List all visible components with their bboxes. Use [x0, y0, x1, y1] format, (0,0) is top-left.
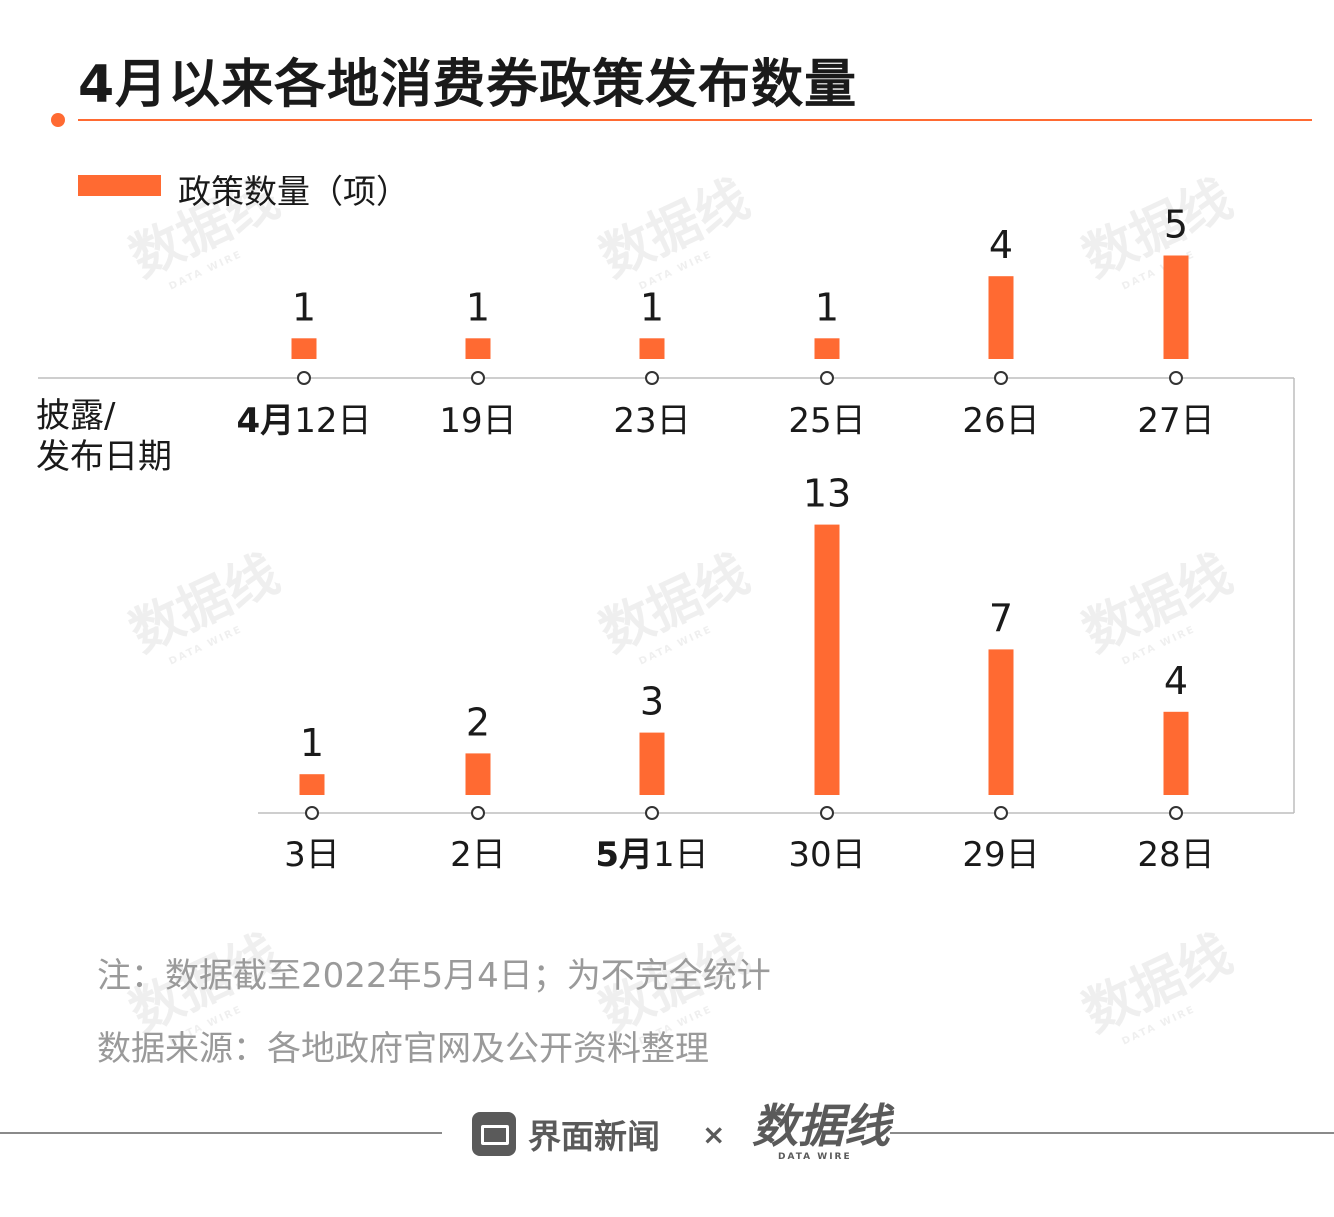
tick-label: 23日 — [613, 401, 690, 441]
tick-label-day: 26日 — [962, 401, 1039, 441]
axis-marker — [820, 371, 834, 385]
tick-label-day: 1日 — [653, 835, 709, 875]
jiemian-logo: 界面新闻 — [472, 1111, 660, 1157]
bar — [291, 338, 317, 359]
bar — [988, 276, 1014, 359]
tick-label: 29日 — [962, 835, 1039, 875]
bar-value-label: 13 — [803, 472, 851, 516]
tick-label-day: 30日 — [788, 835, 865, 875]
axis-marker — [1169, 371, 1183, 385]
tick-label: 26日 — [962, 401, 1039, 441]
tick-label: 30日 — [788, 835, 865, 875]
notes: 注：数据截至2022年5月4日；为不完全统计 数据来源：各地政府官网及公开资料整… — [97, 940, 771, 1086]
bar-value-label: 1 — [292, 285, 316, 329]
bar-value-label: 1 — [300, 721, 324, 765]
tick-label-day: 29日 — [962, 835, 1039, 875]
jiemian-logo-icon — [472, 1112, 516, 1156]
axis-marker — [1169, 806, 1183, 820]
axis-marker — [645, 371, 659, 385]
tick-label: 19日 — [439, 401, 516, 441]
tick-label-month: 4月 — [237, 401, 295, 441]
footer-times-sign: × — [702, 1118, 726, 1151]
bar-value-label: 1 — [815, 285, 839, 329]
bar — [814, 524, 840, 795]
axis-marker — [471, 806, 485, 820]
title-underline — [78, 119, 1312, 121]
axis-label: 披露/ 发布日期 — [36, 396, 172, 478]
axis-label-line2: 发布日期 — [36, 437, 172, 477]
tick-label: 5月1日 — [595, 835, 708, 875]
chart-axes — [38, 377, 1295, 814]
tick-label: 27日 — [1137, 401, 1214, 441]
bar — [465, 753, 491, 795]
axis-marker — [471, 371, 485, 385]
footer-rule-left — [0, 1132, 442, 1134]
tick-label: 25日 — [788, 401, 865, 441]
tick-label: 2日 — [450, 835, 506, 875]
bar — [299, 774, 325, 795]
bar — [639, 732, 665, 795]
bar-value-label: 1 — [466, 285, 490, 329]
bar — [814, 338, 840, 359]
tick-label-day: 2日 — [450, 835, 506, 875]
tick-label-day: 19日 — [439, 401, 516, 441]
legend-label: 政策数量（项） — [178, 172, 409, 211]
bar — [1163, 711, 1189, 795]
axis-marker — [994, 371, 1008, 385]
bar-value-label: 2 — [466, 700, 490, 744]
title-accent-dot — [51, 113, 65, 127]
bar-value-label: 1 — [640, 285, 664, 329]
tick-label-month: 5月 — [595, 835, 653, 875]
footer-rule-right — [890, 1132, 1334, 1134]
source-text: 数据来源：各地政府官网及公开资料整理 — [97, 1029, 709, 1069]
bar — [1163, 255, 1189, 359]
bar — [639, 338, 665, 359]
axis-marker — [820, 806, 834, 820]
chart-title: 4月以来各地消费券政策发布数量 — [78, 55, 858, 115]
note-text: 注：数据截至2022年5月4日；为不完全统计 — [97, 956, 771, 996]
legend-swatch — [78, 175, 161, 196]
axis-marker — [645, 806, 659, 820]
bar-value-label: 7 — [989, 596, 1013, 640]
tick-label: 28日 — [1137, 835, 1214, 875]
tick-label: 3日 — [284, 835, 340, 875]
bar — [465, 338, 491, 359]
axis-marker — [994, 806, 1008, 820]
tick-label-day: 27日 — [1137, 401, 1214, 441]
bar — [988, 649, 1014, 795]
axis-marker — [297, 371, 311, 385]
chart-marks: 1 4月12日 1 19日 1 23日 1 25日 4 26日 5 27日 1 3日 2 2日 3 5月1日 13 3… — [237, 203, 1215, 876]
datawire-logo-subtext: DATA WIRE — [778, 1152, 852, 1162]
bar-value-label: 4 — [989, 223, 1013, 267]
bar-value-label: 3 — [640, 680, 664, 724]
tick-label: 4月12日 — [237, 401, 372, 441]
axis-label-line1: 披露/ — [36, 396, 116, 436]
tick-label-day: 3日 — [284, 835, 340, 875]
bar-value-label: 4 — [1164, 659, 1188, 703]
tick-label-day: 12日 — [294, 401, 371, 441]
datawire-logo-text: 数据线 — [752, 1099, 890, 1153]
tick-label-day: 28日 — [1137, 835, 1214, 875]
tick-label-day: 25日 — [788, 401, 865, 441]
tick-label-day: 23日 — [613, 401, 690, 441]
datawire-logo: 数据线 DATA WIRE — [752, 1099, 890, 1172]
jiemian-logo-text: 界面新闻 — [528, 1117, 660, 1156]
bar-value-label: 5 — [1164, 203, 1188, 247]
axis-marker — [305, 806, 319, 820]
